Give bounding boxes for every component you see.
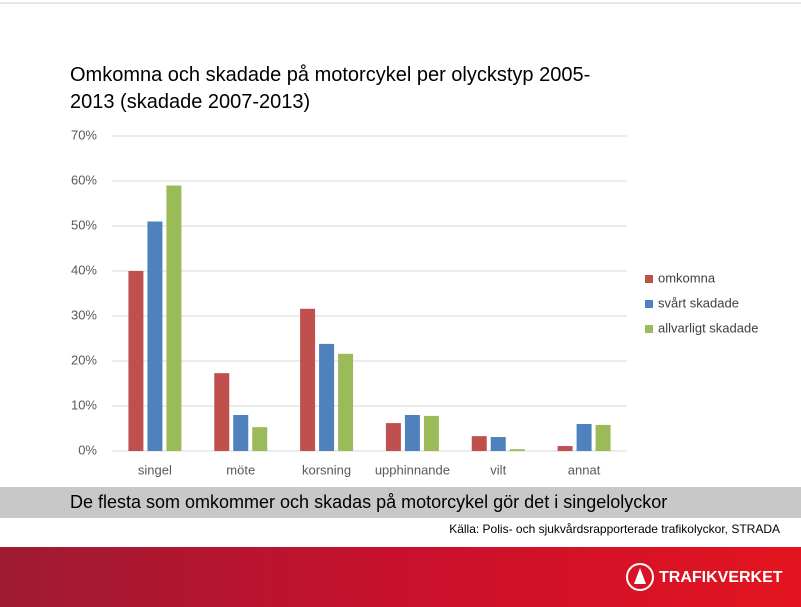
bar: [338, 353, 354, 451]
y-tick-label: 20%: [71, 352, 97, 367]
legend-swatch: [645, 325, 653, 333]
y-tick-label: 0%: [78, 442, 97, 457]
y-tick-label: 40%: [71, 262, 97, 277]
x-tick-label: singel: [138, 462, 172, 477]
logo-icon: [626, 563, 654, 591]
x-tick-label: annat: [568, 462, 601, 477]
x-tick-label: upphinnande: [375, 462, 450, 477]
banner-bg: [0, 487, 801, 518]
source-text: Källa: Polis- och sjukvårdsrapporterade …: [449, 522, 780, 536]
bar: [509, 449, 525, 451]
bar: [128, 271, 144, 451]
bar: [147, 221, 163, 451]
bar: [423, 415, 439, 451]
chart-title: Omkomna och skadade på motorcykel per ol…: [70, 64, 591, 113]
bar: [214, 373, 230, 451]
legend-swatch: [645, 275, 653, 283]
x-tick-label: vilt: [490, 462, 506, 477]
plot: 0% 10% 20% 30% 40% 50% 60% 70% singel möte korsnin…: [71, 127, 758, 477]
bar: [595, 424, 611, 451]
bar: [166, 185, 182, 451]
bar: [233, 415, 249, 451]
legend-label: allvarligt skadade: [658, 320, 758, 335]
y-tick-label: 10%: [71, 397, 97, 412]
y-tick-label: 60%: [71, 172, 97, 187]
bar: [252, 427, 268, 451]
banner-text: De flesta som omkommer och skadas på mot…: [70, 492, 667, 512]
bar: [300, 308, 316, 451]
x-tick-label: möte: [226, 462, 255, 477]
bar: [576, 424, 592, 451]
bar: [385, 423, 401, 451]
y-tick-label: 70%: [71, 127, 97, 142]
bar: [471, 436, 487, 451]
bar: [490, 437, 506, 451]
bar: [404, 415, 420, 451]
y-tick-label: 50%: [71, 217, 97, 232]
bar: [319, 343, 335, 451]
legend-swatch: [645, 300, 653, 308]
legend-label: svårt skadade: [658, 295, 739, 310]
footer: [0, 547, 801, 607]
bar: [557, 446, 573, 451]
x-tick-label: korsning: [302, 462, 351, 477]
logo-text: TRAFIKVERKET: [659, 569, 783, 586]
y-tick-label: 30%: [71, 307, 97, 322]
legend-label: omkomna: [658, 270, 716, 285]
